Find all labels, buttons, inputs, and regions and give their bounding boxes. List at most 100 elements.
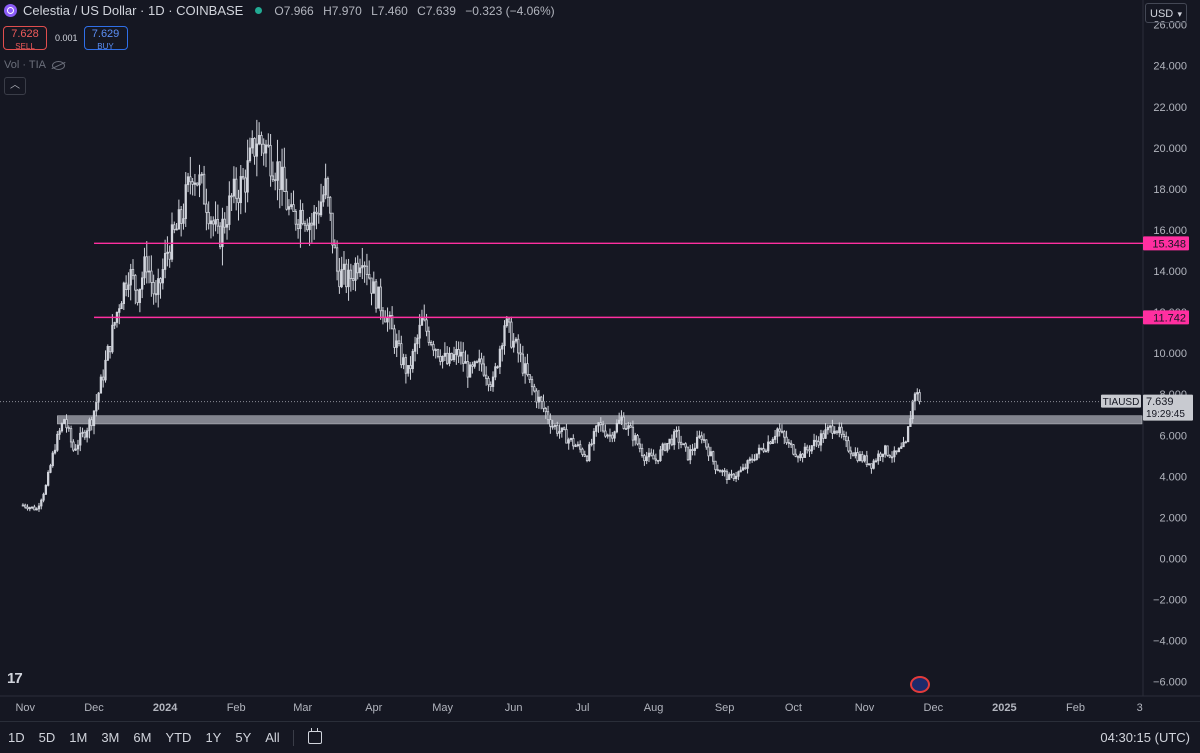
candle-body xyxy=(352,278,355,281)
candle-body xyxy=(129,269,132,286)
candle-body xyxy=(49,465,52,473)
symbol-title[interactable]: Celestia / US Dollar · 1D · COINBASE xyxy=(23,3,244,18)
tradingview-logo[interactable]: 17 xyxy=(7,670,23,687)
open-label: O xyxy=(274,3,284,18)
sell-label: SELL xyxy=(15,42,35,51)
candle-body xyxy=(264,144,268,154)
range-1y[interactable]: 1Y xyxy=(205,730,222,745)
candle-countdown: 19:29:45 xyxy=(1146,409,1185,420)
flag-icon[interactable] xyxy=(910,676,930,693)
candle-body xyxy=(755,453,758,460)
candle-body xyxy=(569,438,573,441)
candle-body xyxy=(152,282,155,295)
candle-body xyxy=(677,429,680,443)
range-3m[interactable]: 3M xyxy=(101,730,120,745)
candle-body xyxy=(556,425,559,434)
candle-body xyxy=(787,442,790,445)
volume-indicator[interactable]: Vol · TIA xyxy=(4,59,65,71)
last-price-tag xyxy=(1143,394,1193,421)
candle-body xyxy=(223,218,226,228)
candle-body xyxy=(845,436,848,442)
candle-body xyxy=(512,340,515,348)
candle-body xyxy=(521,353,524,374)
candle-body xyxy=(611,434,614,439)
calendar-icon[interactable] xyxy=(307,728,322,744)
eye-icon[interactable] xyxy=(51,60,65,70)
last-price-value: 7.639 xyxy=(1146,396,1174,408)
ohlc-values: O7.966 H7.970 L7.460 C7.639 −0.323 (−4.0… xyxy=(274,4,560,18)
x-tick-label: Feb xyxy=(1066,702,1085,714)
candle-body xyxy=(826,426,829,431)
candle-body xyxy=(363,265,366,268)
candle-body xyxy=(858,454,862,462)
range-1d[interactable]: 1D xyxy=(8,730,25,745)
buy-button[interactable]: 7.629 BUY xyxy=(83,26,128,51)
candle-body xyxy=(99,376,103,394)
candle-body xyxy=(404,357,408,374)
candle-body xyxy=(452,354,456,361)
level-price-tag xyxy=(1143,236,1189,251)
candle-body xyxy=(368,274,371,279)
candle-body xyxy=(85,430,89,438)
candle-body xyxy=(81,431,84,434)
collapse-legend-button[interactable]: ︿ xyxy=(4,77,26,95)
x-tick-label: 2024 xyxy=(153,702,178,714)
candle-body xyxy=(918,392,921,403)
candle-body xyxy=(413,343,417,352)
candle-body xyxy=(558,431,561,434)
candle-body xyxy=(280,166,284,190)
candle-body xyxy=(173,224,176,230)
candle-body xyxy=(287,206,291,210)
candle-body xyxy=(682,443,685,446)
candle-body xyxy=(262,143,265,154)
candle-body xyxy=(74,448,77,451)
candle-body xyxy=(138,288,142,303)
candle-body xyxy=(904,441,907,444)
candle-body xyxy=(207,212,210,225)
currency-select[interactable]: USD ▾ xyxy=(1145,3,1187,23)
sell-price: 7.628 xyxy=(11,28,39,40)
candle-body xyxy=(718,470,722,473)
candle-body xyxy=(471,364,474,367)
x-tick-label: Jul xyxy=(575,702,589,714)
utc-clock[interactable]: 04:30:15 (UTC) xyxy=(1100,730,1190,745)
y-tick-label: 16.000 xyxy=(1153,225,1187,237)
range-all[interactable]: All xyxy=(265,730,280,745)
candle-body xyxy=(808,449,811,452)
candle-body xyxy=(439,355,442,362)
candle-body xyxy=(622,416,625,429)
candle-body xyxy=(370,277,373,294)
x-tick-label: Nov xyxy=(855,702,875,714)
candle-body xyxy=(37,505,41,510)
candle-body xyxy=(76,444,80,450)
candle-body xyxy=(574,445,577,448)
candle-body xyxy=(707,446,710,457)
price-chart[interactable]: 26.00024.00022.00020.00018.00016.00014.0… xyxy=(0,0,1200,720)
range-5d[interactable]: 5D xyxy=(38,730,56,745)
candle-body xyxy=(60,423,64,432)
candle-body xyxy=(579,444,582,450)
candle-body xyxy=(851,453,855,457)
candle-body xyxy=(416,337,419,345)
candle-body xyxy=(232,178,236,197)
candle-body xyxy=(225,224,229,228)
candle-body xyxy=(338,270,341,288)
range-6m[interactable]: 6M xyxy=(133,730,152,745)
sell-button[interactable]: 7.628 SELL xyxy=(3,26,47,51)
candle-body xyxy=(246,160,249,193)
range-ytd[interactable]: YTD xyxy=(165,730,192,745)
candle-body xyxy=(498,348,502,368)
candle-body xyxy=(838,426,841,434)
candle-body xyxy=(24,504,27,508)
candle-body xyxy=(432,343,435,351)
candle-body xyxy=(517,338,520,354)
range-5y[interactable]: 5Y xyxy=(235,730,252,745)
candle-body xyxy=(751,458,754,461)
candle-body xyxy=(108,346,112,353)
candle-body xyxy=(599,422,602,426)
candle-body xyxy=(427,330,430,343)
candle-body xyxy=(200,173,203,176)
low-value: 7.460 xyxy=(377,3,408,18)
y-tick-label: 18.000 xyxy=(1153,184,1187,196)
range-1m[interactable]: 1M xyxy=(69,730,88,745)
